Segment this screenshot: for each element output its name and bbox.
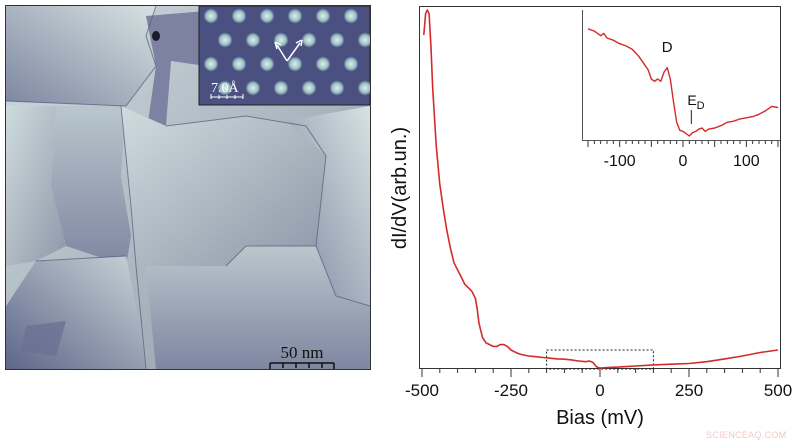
scale-bar	[269, 362, 335, 369]
peak-label-D: D	[662, 39, 673, 56]
lattice-direction-arrows-icon	[274, 39, 303, 62]
inset-spectrum-line	[587, 28, 779, 137]
inset-x-axis-tick-labels: -100 0 100	[604, 153, 760, 170]
x-tick-label: 500	[764, 381, 792, 400]
x-tick-label: -500	[405, 381, 439, 400]
dirac-point-label: ED	[687, 92, 704, 112]
x-axis-tick-labels: -500 -250 0 250 500	[405, 381, 792, 400]
watermark: SCIENCEAQ.COM	[706, 430, 787, 440]
stm-terrace-map: 7.0Å 50 nm	[6, 6, 370, 369]
inset-chart: -100 0 100 D ED	[582, 10, 780, 170]
x-tick-label: 0	[595, 381, 604, 400]
stm-topography-image: 7.0Å 50 nm	[5, 5, 371, 370]
x-tick-label: -250	[494, 381, 528, 400]
scale-bar-label: 50 nm	[281, 343, 324, 362]
inset-annotations: D ED	[662, 39, 705, 124]
y-axis-label: dI/dV(arb.un.)	[389, 127, 411, 249]
x-axis-ticks	[421, 369, 779, 377]
inset-scale-label: 7.0Å	[211, 80, 240, 96]
inset-x-tick-label: -100	[604, 153, 636, 170]
zoom-region-box	[546, 349, 654, 370]
x-tick-label: 250	[675, 381, 703, 400]
main-plot-frame	[419, 6, 781, 369]
atomic-inset: 7.0Å	[198, 6, 370, 106]
inset-x-tick-label: 0	[679, 153, 688, 170]
inset-x-axis-ticks	[587, 141, 779, 147]
inset-x-tick-label: 100	[733, 153, 760, 170]
inset-scale-bar	[210, 94, 244, 99]
spectrum-line	[423, 9, 779, 369]
x-axis-label: Bias (mV)	[556, 407, 644, 429]
